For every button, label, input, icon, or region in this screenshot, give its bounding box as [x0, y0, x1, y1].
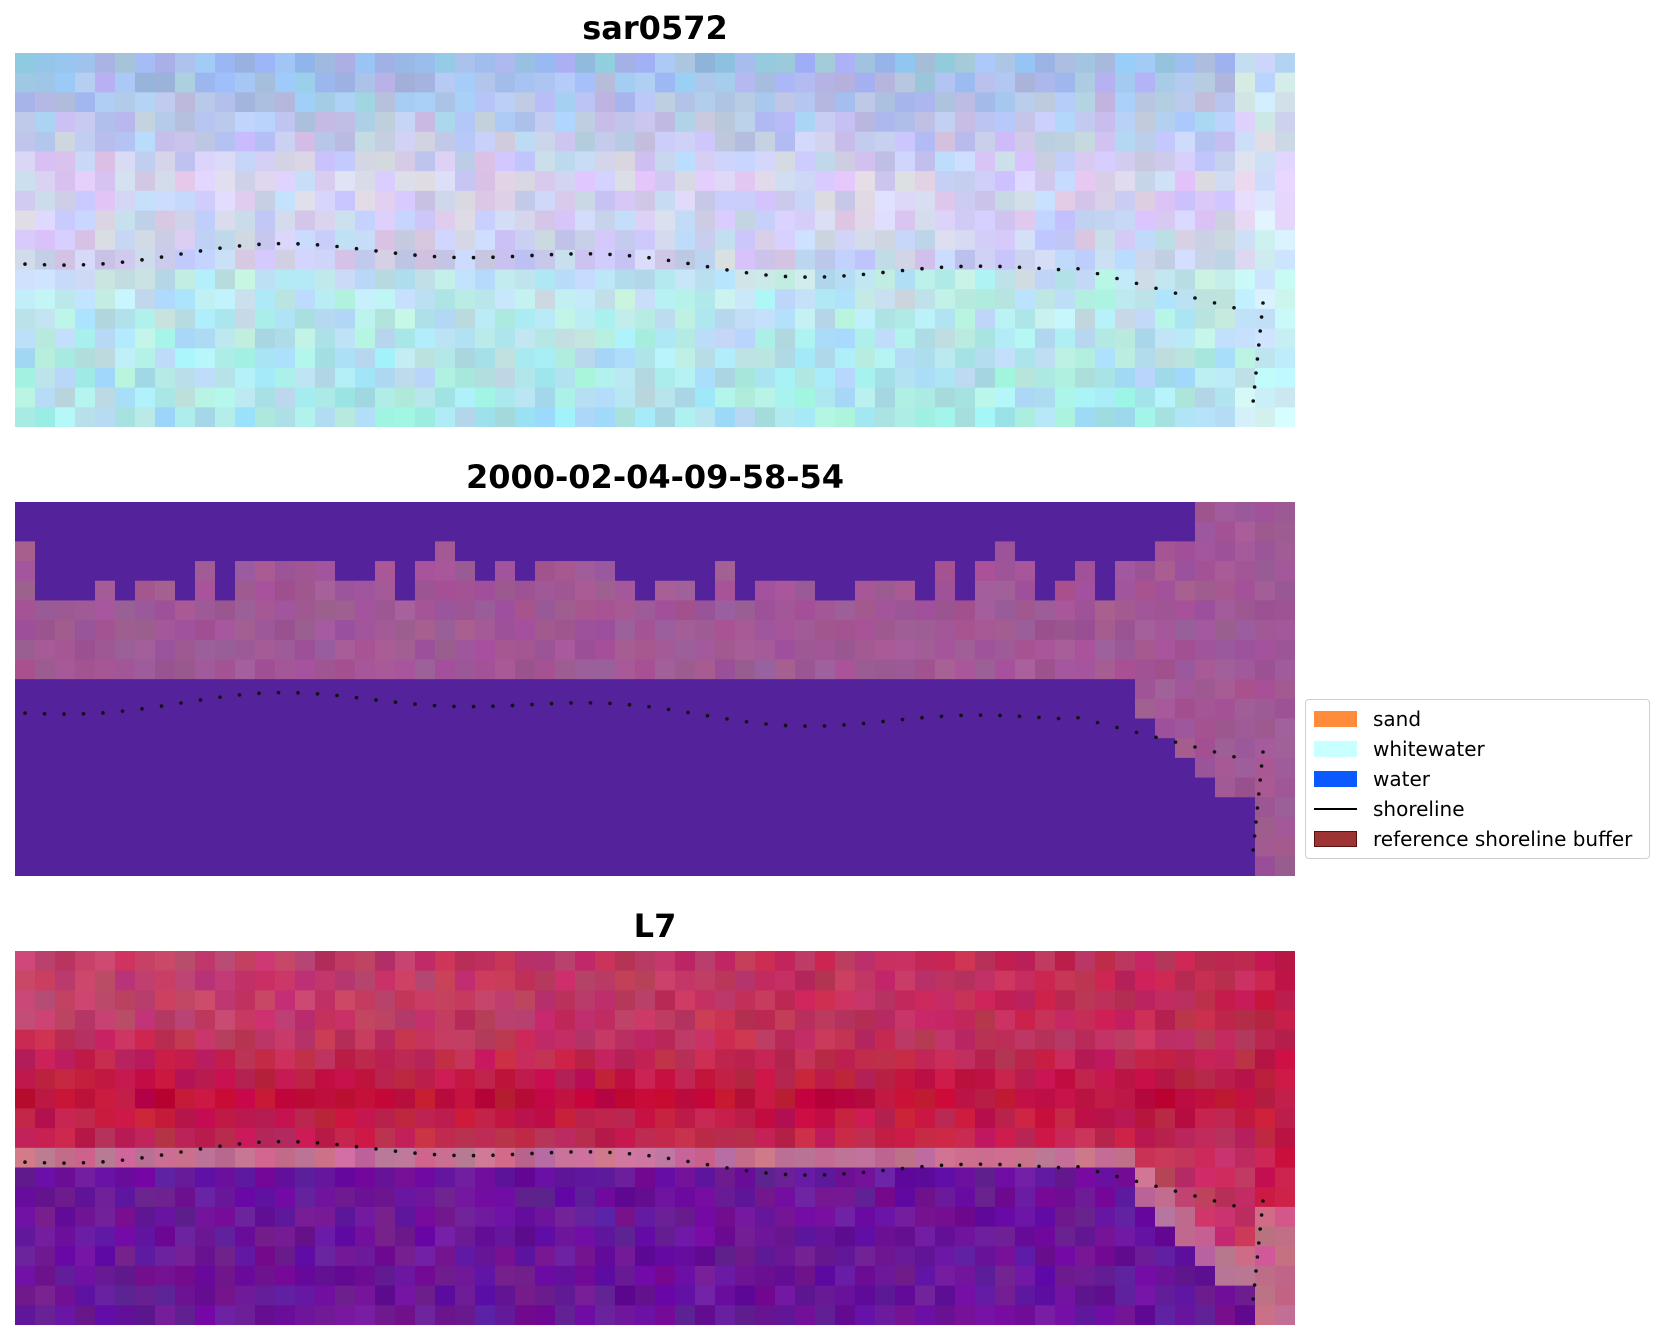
legend-label-reference-buffer: reference shoreline buffer [1373, 827, 1633, 851]
image-panel-sar [15, 53, 1295, 427]
legend-item-sand: sand [1306, 704, 1649, 734]
legend-label-water: water [1373, 767, 1430, 791]
whitewater-swatch [1314, 741, 1357, 757]
title-classified: 2000-02-04-09-58-54 [465, 458, 845, 496]
legend-item-water: water [1306, 764, 1649, 794]
legend-item-whitewater: whitewater [1306, 734, 1649, 764]
legend-label-shoreline: shoreline [1373, 797, 1465, 821]
image-panel-l7 [15, 951, 1295, 1325]
title-l7: L7 [633, 907, 677, 945]
legend-item-shoreline: shoreline [1306, 794, 1649, 824]
legend-label-sand: sand [1373, 707, 1422, 731]
legend: sand whitewater water shoreline referenc… [1305, 699, 1650, 859]
image-panel-classified [15, 502, 1295, 876]
sand-swatch [1314, 711, 1357, 727]
legend-label-whitewater: whitewater [1373, 737, 1485, 761]
reference-buffer-swatch [1314, 831, 1357, 847]
title-sar: sar0572 [582, 9, 728, 47]
legend-item-reference-buffer: reference shoreline buffer [1306, 824, 1649, 854]
water-swatch [1314, 771, 1357, 787]
shoreline-swatch [1314, 808, 1357, 810]
